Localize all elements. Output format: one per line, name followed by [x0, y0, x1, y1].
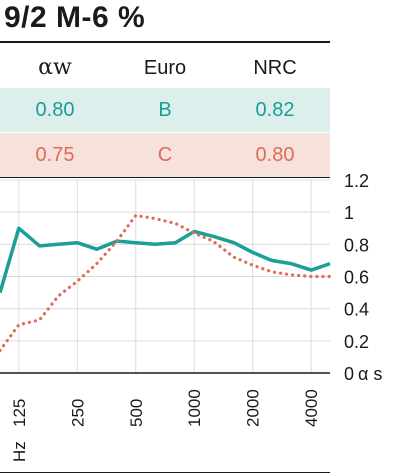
nrc-value: 0.82	[255, 99, 295, 121]
series-line-solid	[0, 226, 331, 294]
y-tick-label: 0.4	[344, 300, 369, 320]
x-tick-label: 1000	[185, 389, 204, 427]
header-alpha-w: αw	[38, 55, 72, 80]
alpha-w-value: 0.80	[35, 99, 75, 121]
x-tick-label: 4000	[302, 389, 321, 427]
header-euro: Euro	[143, 57, 187, 79]
y-tick-label: 0.8	[344, 235, 369, 255]
x-tick-label: 2000	[244, 389, 263, 427]
euro-class-value: B	[158, 99, 172, 121]
x-axis-label: Hz	[10, 441, 29, 462]
x-tick-label: 250	[68, 399, 87, 427]
y-tick-label: 0	[344, 364, 354, 384]
header-nrc: NRC	[253, 57, 297, 79]
euro-class-value: C	[157, 144, 173, 166]
y-tick-label: 0.2	[344, 332, 369, 352]
y-tick-label: 1	[344, 203, 354, 223]
alpha-w-value: 0.75	[35, 144, 75, 166]
table-row-salmon: 0.75 C 0.80	[0, 133, 330, 177]
table-row-teal: 0.80 B 0.82	[0, 88, 330, 132]
y-tick-label: 0.6	[344, 268, 369, 288]
nrc-value: 0.80	[255, 144, 295, 166]
series-line-dotted	[0, 213, 332, 353]
x-tick-label: 125	[10, 399, 29, 427]
product-title: 9/2 M-6 %	[4, 1, 146, 34]
x-tick-label: 500	[127, 399, 146, 427]
table-header-row: αw Euro NRC	[0, 46, 330, 90]
y-axis-label: α s	[358, 364, 382, 384]
table-bottom-rule	[0, 177, 330, 178]
y-tick-label: 1.2	[344, 171, 369, 191]
title-rule	[0, 41, 330, 43]
